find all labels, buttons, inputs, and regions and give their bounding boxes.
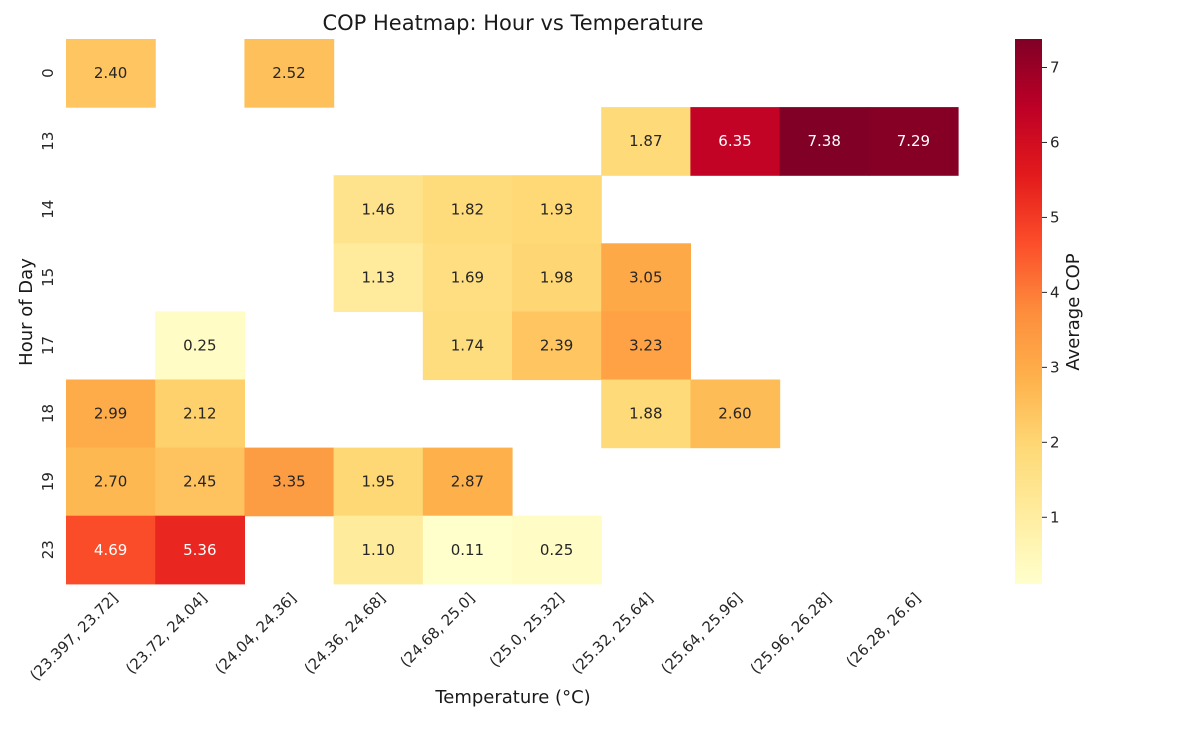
- x-axis-label: Temperature (°C): [434, 687, 590, 708]
- y-tick-label: 17: [39, 336, 57, 355]
- heatmap-cell: [333, 447, 424, 517]
- x-tick-label: (24.04, 24.36]: [211, 589, 299, 677]
- colorbar-tick-label: 1: [1050, 508, 1060, 526]
- colorbar-tick-label: 6: [1050, 133, 1060, 151]
- cell-value-label: 2.40: [94, 64, 127, 82]
- cell-value-label: 2.60: [718, 405, 751, 423]
- x-tick-label: (25.96, 26.28]: [747, 589, 835, 677]
- heatmap-cell: [601, 379, 691, 449]
- x-tick-label: (24.36, 24.68]: [301, 589, 389, 677]
- heatmap-cell: [244, 39, 335, 108]
- x-tick-label: (24.68, 25.0]: [396, 589, 478, 671]
- y-tick-label: 13: [39, 132, 57, 151]
- heatmap-cells: 2.40 2.52 1.87 6.35 7.38 7.29 1.46 1.82 1.93 1.13…: [66, 39, 959, 585]
- cell-value-label: 1.82: [451, 200, 484, 218]
- cell-value-label: 1.74: [451, 336, 484, 354]
- heatmap-cell: [422, 447, 513, 517]
- heatmap-cell: [512, 175, 602, 244]
- heatmap-cell: [601, 243, 691, 312]
- cell-value-label: 1.98: [540, 268, 573, 286]
- cell-value-label: 2.99: [94, 405, 127, 423]
- cell-value-label: 6.35: [718, 132, 751, 150]
- cell-value-label: 1.13: [361, 268, 394, 286]
- cell-value-label: 0.25: [183, 336, 216, 354]
- y-tick-label: 0: [39, 68, 57, 78]
- heatmap-cell: [601, 311, 691, 381]
- colorbar-ticks: 1 2 3 4 5 6 7: [1042, 58, 1060, 526]
- colorbar-tick-label: 3: [1050, 358, 1060, 376]
- cell-value-label: 2.39: [540, 336, 573, 354]
- chart-title: COP Heatmap: Hour vs Temperature: [322, 11, 703, 35]
- heatmap-cell: [155, 379, 245, 449]
- heatmap-cell: [868, 107, 959, 176]
- heatmap-cell: [66, 39, 156, 108]
- heatmap-cell: [333, 175, 424, 244]
- x-tick-label: (25.0, 25.32]: [486, 589, 568, 671]
- cell-value-label: 1.93: [540, 200, 573, 218]
- x-tick-label: (25.32, 25.64]: [568, 589, 656, 677]
- cell-value-label: 0.11: [451, 541, 484, 559]
- cell-value-label: 1.46: [361, 200, 394, 218]
- heatmap-cell: [512, 243, 602, 312]
- cell-value-label: 2.87: [451, 473, 484, 491]
- cell-value-label: 1.10: [361, 541, 394, 559]
- colorbar-tick-label: 4: [1050, 283, 1060, 301]
- heatmap-cell: [333, 243, 424, 312]
- y-tick-label: 23: [39, 540, 57, 559]
- colorbar-label: Average COP: [1063, 253, 1084, 370]
- y-tick-label: 14: [39, 200, 57, 219]
- colorbar-tick-label: 5: [1050, 208, 1060, 226]
- cell-value-label: 3.35: [272, 473, 305, 491]
- cell-value-label: 1.88: [629, 405, 662, 423]
- heatmap-cell: [601, 107, 691, 176]
- cell-value-label: 2.52: [272, 64, 305, 82]
- cell-value-label: 1.87: [629, 132, 662, 150]
- cell-value-label: 2.70: [94, 473, 127, 491]
- heatmap-cell: [155, 311, 245, 381]
- cell-value-label: 3.05: [629, 268, 662, 286]
- heatmap-cell: [244, 447, 335, 517]
- cell-value-label: 2.45: [183, 473, 216, 491]
- heatmap-cell: [422, 515, 513, 585]
- colorbar-tick-label: 7: [1050, 58, 1060, 76]
- colorbar: [1015, 39, 1042, 584]
- cell-value-label: 1.95: [361, 473, 394, 491]
- y-tick-label: 15: [39, 268, 57, 287]
- cell-value-label: 4.69: [94, 541, 127, 559]
- heatmap-cell: [66, 515, 156, 585]
- heatmap-cell: [690, 107, 781, 176]
- cell-value-label: 0.25: [540, 541, 573, 559]
- y-tick-label: 19: [39, 472, 57, 491]
- heatmap-cell: [512, 311, 602, 381]
- x-tick-label: (25.64, 25.96]: [657, 589, 745, 677]
- heatmap-cell: [155, 515, 245, 585]
- cell-value-label: 2.12: [183, 405, 216, 423]
- x-axis-ticks: (23.397, 23.72] (23.72, 24.04] (24.04, 24.…: [26, 589, 924, 684]
- cell-value-label: 3.23: [629, 336, 662, 354]
- x-tick-label: (26.28, 26.6]: [842, 589, 924, 671]
- heatmap-cell: [422, 243, 513, 312]
- y-tick-label: 18: [39, 404, 57, 423]
- cell-value-label: 7.38: [807, 132, 840, 150]
- heatmap-cell: [66, 447, 156, 517]
- heatmap-cell: [422, 311, 513, 381]
- heatmap-cell: [690, 379, 781, 449]
- heatmap-cell: [333, 515, 424, 585]
- cell-value-label: 1.69: [451, 268, 484, 286]
- colorbar-tick-label: 2: [1050, 433, 1060, 451]
- x-tick-label: (23.397, 23.72]: [26, 589, 121, 684]
- y-axis-ticks: 0 13 14 15 17 18 19 23: [39, 68, 57, 559]
- cell-value-label: 5.36: [183, 541, 216, 559]
- x-tick-label: (23.72, 24.04]: [122, 589, 210, 677]
- heatmap-cell: [66, 379, 156, 449]
- heatmap-cell: [512, 515, 602, 585]
- cell-value-label: 7.29: [897, 132, 930, 150]
- heatmap-cell: [155, 447, 245, 517]
- heatmap-cell: [422, 175, 513, 244]
- heatmap-cell: [779, 107, 870, 176]
- y-axis-label: Hour of Day: [16, 258, 37, 366]
